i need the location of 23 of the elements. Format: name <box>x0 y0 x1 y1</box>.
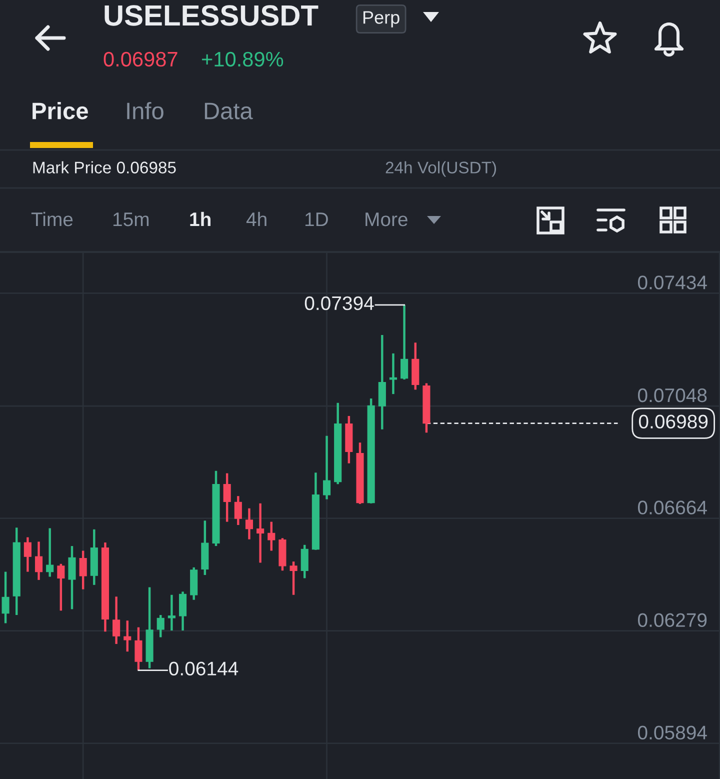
y-tick-label: 0.07048 <box>638 388 707 402</box>
text: 15m <box>113 212 149 226</box>
text: Mark Price 0.06985 <box>33 161 176 174</box>
annotation: 0.07394 <box>304 296 374 310</box>
text: Info <box>127 102 164 120</box>
annotation: 0.06144 <box>169 662 238 676</box>
text: More <box>366 212 408 226</box>
text: Perp <box>363 11 400 28</box>
text: Price <box>32 102 88 120</box>
text: 1h <box>190 212 210 226</box>
text: 4h <box>246 212 266 226</box>
y-tick-label: 0.05894 <box>638 726 707 740</box>
text: 0.06987 <box>104 52 178 67</box>
text: 24h Vol(USDT) <box>386 161 496 177</box>
y-tick-label: 0.07434 <box>638 276 707 290</box>
text: +10.89% <box>202 52 284 67</box>
text: Time <box>31 212 73 226</box>
text: Data <box>204 102 253 120</box>
y-tick-label: 0.06664 <box>638 500 707 514</box>
text: 1D <box>305 212 328 226</box>
y-tick-label: 0.06279 <box>638 613 707 627</box>
ref-line-label: 0.06989 <box>638 414 708 428</box>
chart-title: USELESSUSDT <box>104 5 318 26</box>
